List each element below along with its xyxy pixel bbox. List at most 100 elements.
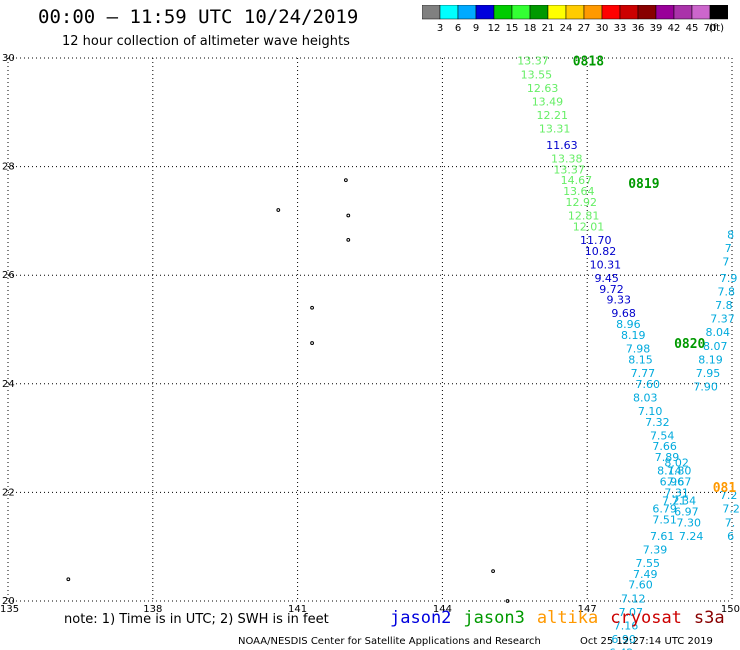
wave-height-value: 6.42 [609,647,634,650]
island-marker [310,305,314,310]
satellite-legend: jason2 jason3 altika cryosat s3a [390,608,737,628]
wave-height-value: 7.39 [643,543,668,556]
island-marker [346,213,351,218]
scale-label: 30 [596,23,609,34]
scale-label: 45 [686,23,699,34]
wave-height-value: 13.31 [539,123,571,136]
wave-height-value: 14.67 [561,174,593,187]
wave-height-value: 7.32 [645,416,670,429]
latitude-tick-label: 22 [2,487,15,498]
wave-height-value: 7.98 [626,343,651,356]
wave-height-value: 13.38 [551,152,583,165]
satellite-pass-labels: 0818 0819 0820 081 [573,55,737,496]
credit-line: NOAA/NESDIS Center for Satellite Applica… [238,636,541,647]
wave-height-value: 12.21 [537,109,569,122]
wave-height-value: 8.19 [621,329,646,342]
wave-height-value: 8.15 [628,353,653,366]
wave-height-value: 7.21 [662,495,687,508]
wave-height-value: 11.70 [580,234,612,247]
wave-height-value: 7.16 [614,619,639,632]
wave-height-value: 7.54 [650,429,675,442]
scale-label: 24 [560,23,573,34]
scale-label: 6 [455,23,461,34]
wave-height-value: 7.8 [715,299,733,312]
scale-unit: (ft) [709,23,724,34]
pass-time-label: 081 [713,481,737,496]
wave-height-value: 8.96 [616,318,641,331]
scale-label: 18 [524,23,537,34]
wave-height-value: 13.64 [563,185,595,198]
wave-height-value: 7.31 [664,486,689,499]
wave-height-value: 7.12 [621,592,646,605]
latitude-tick-label: 26 [2,270,15,281]
wave-height-value: 7.30 [676,516,701,529]
wave-height-value: 12.92 [565,196,597,209]
map-axes: 135 138 141 144 147 150 20 22 24 26 28 30 [0,53,740,615]
scale-label: 33 [614,23,627,34]
wave-height-value: 6.79 [652,503,677,516]
wave-height-value: 12.01 [573,220,605,233]
wave-height-value: 12.81 [568,209,600,222]
wave-height-observations: 13.3713.5512.6313.4912.2113.3111.6313.38… [517,55,740,650]
color-scale-graphic: 3 6 9 12 15 18 21 24 27 30 33 36 39 42 45 70(ft) [422,5,728,34]
scale-label: 27 [578,23,591,34]
wave-height-value: 7.95 [696,367,721,380]
wave-height-value: 7.34 [672,495,697,508]
wave-height-value: 12.63 [527,82,559,95]
wave-height-value: 7.67 [667,476,692,489]
wave-height-value: 7 [725,242,732,255]
wave-height-value: 7 [722,256,729,269]
wave-height-value: 7.77 [631,367,656,380]
wave-height-value: 8.03 [633,391,658,404]
map-islands [66,178,510,603]
scale-label: 70 [704,23,717,34]
wave-height-value: 9.68 [611,307,636,320]
island-marker [276,208,281,212]
island-marker [505,599,510,603]
wave-height-value: 7.9 [720,272,738,285]
units-note: note: 1) Time is in UTC; 2) SWH is in fe… [64,612,329,627]
island-marker [66,577,71,582]
wave-height-value: 7.60 [635,378,660,391]
satellite-legend-cryosat: cryosat [610,608,682,628]
wave-height-value: 7.10 [638,405,663,418]
wave-height-value: 10.82 [585,245,617,258]
wave-height-value: 7.24 [679,530,704,543]
longitude-tick-label: 150 [721,604,740,615]
wave-height-value: 9.72 [599,283,624,296]
longitude-tick-label: 147 [578,604,597,615]
wave-height-value: 13.37 [517,55,549,68]
wave-height-value: 7.37 [710,313,735,326]
scale-label: 12 [488,23,501,34]
map-grid [7,57,733,602]
scale-label: 36 [632,23,645,34]
map-title: 00:00 – 11:59 UTC 10/24/2019 [38,6,359,28]
scale-label: 3 [437,23,443,34]
wave-height-value: 7.66 [652,440,677,453]
wave-height-value: 7.61 [650,530,675,543]
wave-height-value: 13.55 [521,68,553,81]
scale-label: 39 [650,23,663,34]
latitude-tick-label: 28 [2,162,15,173]
wave-height-value: 8.02 [664,457,689,470]
scale-swatch [709,5,728,20]
wave-height-value: 7.80 [667,465,692,478]
wave-height-value: 8.14 [657,465,682,478]
longitude-tick-label: 141 [288,604,307,615]
wave-height-color-scale: 3 6 9 12 15 18 21 24 27 30 33 36 39 42 45 70 (ft) [422,5,728,35]
island-marker [491,569,495,574]
wave-height-value: 7.51 [652,514,677,527]
wave-height-value: 13.37 [553,163,585,176]
pass-time-label: 0819 [628,177,659,192]
scale-label: 21 [542,23,555,34]
wave-height-value: 13.49 [532,95,564,108]
wave-height-value: 7.55 [635,557,660,570]
wave-height-value: 8.07 [703,340,728,353]
wave-height-value: 7.89 [655,451,680,464]
wave-height-value: 7.8 [718,285,736,298]
island-marker [346,238,351,242]
wave-height-value: 8.19 [698,353,723,366]
generated-timestamp: Oct 25 12:27:14 UTC 2019 [580,636,713,647]
longitude-tick-label: 135 [0,604,19,615]
